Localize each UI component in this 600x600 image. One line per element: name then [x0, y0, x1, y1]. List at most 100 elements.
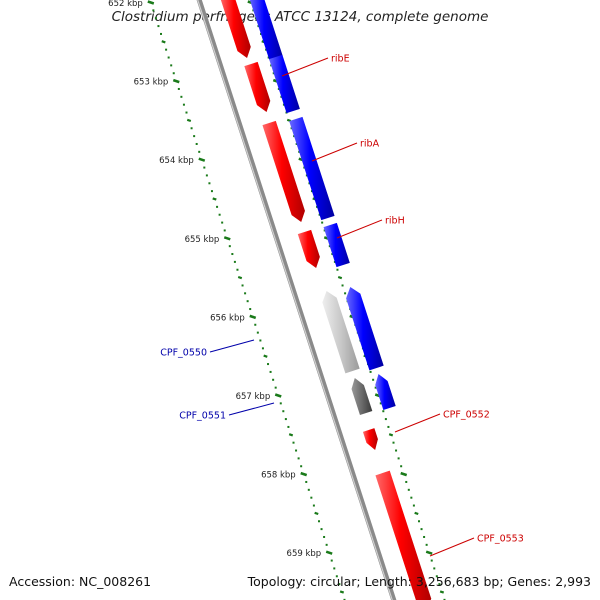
ruler-dot: [382, 410, 385, 413]
backbone-line: [196, 0, 397, 600]
ruler-dot: [205, 174, 208, 177]
ruler-major-tick: [425, 550, 433, 555]
CPF_0551-strand-feature: [375, 374, 396, 411]
ruler-dot: [282, 410, 285, 413]
gene-label-leader: [228, 402, 275, 416]
ruler-mid-tick: [212, 197, 217, 201]
ruler-dot: [323, 535, 326, 538]
ruler-dot: [195, 142, 198, 145]
ruler-dot: [223, 229, 226, 232]
CPF_0550-feature: [322, 291, 360, 374]
gene-label-ribh: ribH: [385, 216, 405, 227]
blue-feature-2: [269, 54, 300, 114]
ruler-mid-tick: [414, 511, 419, 516]
CPF_0553-feature: [375, 470, 432, 600]
ruler-dot: [180, 95, 183, 98]
ruler-dot: [297, 457, 300, 460]
ruler-dot: [246, 300, 249, 303]
ruler-major-tick: [223, 236, 231, 241]
ruler-dot: [372, 378, 375, 381]
ruler-dot: [387, 425, 390, 428]
ruler-dot: [170, 64, 173, 67]
ruler-dot: [274, 386, 277, 389]
ruler-dot: [443, 598, 446, 600]
ruler-dot: [320, 528, 323, 531]
ruler-major-tick: [198, 157, 206, 162]
kbp-label: 657 kbp: [236, 392, 271, 402]
gene-label-leader: [209, 339, 255, 353]
ruler-dot: [379, 402, 382, 405]
ruler-major-tick: [249, 314, 257, 320]
ruler-dot: [272, 378, 275, 381]
ruler-dot: [343, 598, 346, 600]
gene-label-riba: ribA: [360, 139, 380, 150]
gene-label-cpf_0551: CPF_0551: [179, 411, 226, 422]
inner-ruler-track: [147, 0, 346, 600]
gene-label-leader: [311, 142, 358, 162]
ruler-dot: [325, 543, 328, 546]
gene-label-ribe: ribE: [331, 54, 350, 65]
ruler-dot: [284, 418, 287, 421]
ruler-major-tick: [325, 550, 333, 555]
ruler-dot: [221, 221, 224, 224]
gene-label-cpf_0553: CPF_0553: [477, 534, 524, 545]
ruler-dot: [400, 465, 403, 468]
ruler-dot: [338, 583, 341, 586]
blue-feature-4: [323, 222, 350, 268]
ruler-dot: [254, 323, 257, 326]
ruler-dot: [341, 284, 344, 287]
ruler-dot: [312, 504, 315, 507]
ruler-dot: [182, 103, 185, 106]
ruler-dot: [335, 575, 338, 578]
ruler-dot: [336, 268, 339, 271]
ruler-dot: [433, 567, 436, 570]
ruler-dot: [344, 292, 347, 295]
ruler-dot: [330, 559, 333, 562]
gene-label-cpf_0552: CPF_0552: [443, 410, 490, 421]
ruler-mid-tick: [288, 433, 294, 437]
ruler-mid-tick: [186, 118, 192, 123]
gene-features: [220, 0, 432, 600]
ruler-dot: [177, 87, 180, 90]
ruler-dot: [310, 496, 313, 499]
ruler-dot: [172, 72, 175, 75]
ruler-dot: [295, 449, 298, 452]
ruler-dot: [321, 221, 324, 224]
ruler-major-tick: [400, 471, 408, 477]
ruler-dot: [152, 9, 155, 12]
ruler-dot: [438, 583, 441, 586]
ruler-dot: [241, 284, 244, 287]
ruler-dot: [193, 135, 196, 138]
kbp-label: 656 kbp: [210, 313, 245, 323]
ruler-dot: [430, 559, 433, 562]
genome-summary-text: Topology: circular; Length: 3,256,683 bp…: [247, 574, 591, 589]
ruler-dot: [261, 347, 264, 350]
ruler-dot: [333, 567, 336, 570]
ruler-mid-tick: [161, 40, 166, 44]
ruler-major-tick: [172, 78, 180, 84]
ruler-dot: [231, 253, 234, 256]
ruler-dot: [307, 488, 310, 491]
ruler-dot: [203, 166, 206, 169]
gene-label-leader: [429, 537, 475, 557]
ruler-dot: [305, 480, 308, 483]
ruler-dot: [397, 457, 400, 460]
outer-ruler-track: [247, 0, 446, 600]
kbp-label: 652 kbp: [108, 0, 143, 9]
ruler-dot: [185, 111, 188, 114]
ruler-dot: [420, 528, 423, 531]
gene-label-cpf_0550: CPF_0550: [160, 348, 207, 359]
ruler-mid-tick: [337, 275, 343, 280]
ruler-dot: [216, 205, 219, 208]
ruler-mid-tick: [237, 275, 243, 280]
ruler-dot: [160, 32, 163, 35]
ruler-dot: [167, 56, 170, 59]
gene-label-leader: [336, 219, 383, 239]
ruler-dot: [157, 25, 160, 28]
ruler-major-tick: [274, 393, 282, 398]
ruler-dot: [267, 363, 270, 366]
ruler-major-tick: [300, 471, 308, 477]
CPF_0552-feature: [362, 428, 378, 450]
ruler-dot: [287, 425, 290, 428]
